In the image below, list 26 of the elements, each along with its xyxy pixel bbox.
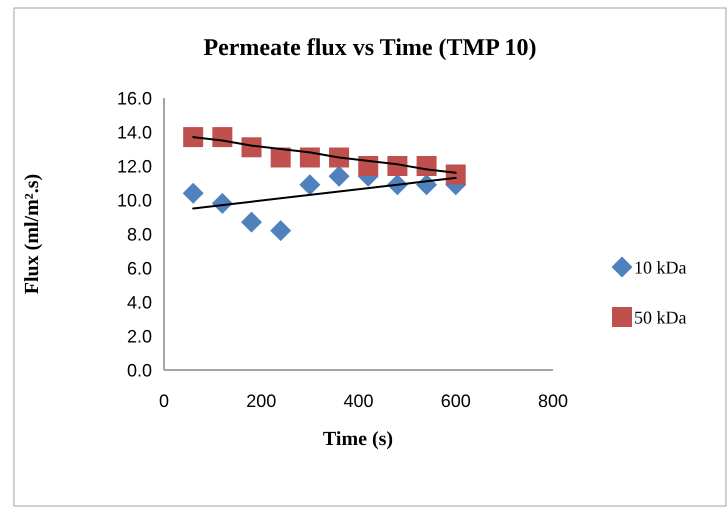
legend-label: 10 kDa <box>634 257 686 278</box>
point <box>241 212 262 233</box>
x-tick-label: 800 <box>538 391 568 411</box>
point <box>328 166 350 187</box>
point <box>270 220 292 242</box>
legend-label: 50 kDa <box>634 307 686 328</box>
point <box>270 148 291 168</box>
y-tick-label: 14.0 <box>116 122 152 142</box>
y-tick-label: 6.0 <box>126 258 152 278</box>
x-tick-label: 200 <box>246 391 276 411</box>
y-tick-label: 2.0 <box>126 326 152 346</box>
x-tick-label: 600 <box>440 391 471 411</box>
x-axis-title: Time (s) <box>322 428 394 450</box>
chart-title: Permeate flux vs Time (TMP 10) <box>203 35 537 61</box>
point <box>182 182 204 204</box>
y-tick-label: 16.0 <box>116 88 152 108</box>
y-tick-label: 0.0 <box>126 360 152 380</box>
y-tick-label: 12.0 <box>116 156 152 176</box>
x-tick-label: 0 <box>158 391 170 411</box>
y-tick-label: 4.0 <box>126 292 152 312</box>
x-tick-label: 400 <box>343 391 374 411</box>
point <box>183 127 204 148</box>
point <box>299 174 320 196</box>
y-tick-label: 10.0 <box>116 190 152 210</box>
y-tick-label: 8.0 <box>126 224 152 244</box>
y-axis-title: Flux (ml/m².s) <box>21 174 43 294</box>
